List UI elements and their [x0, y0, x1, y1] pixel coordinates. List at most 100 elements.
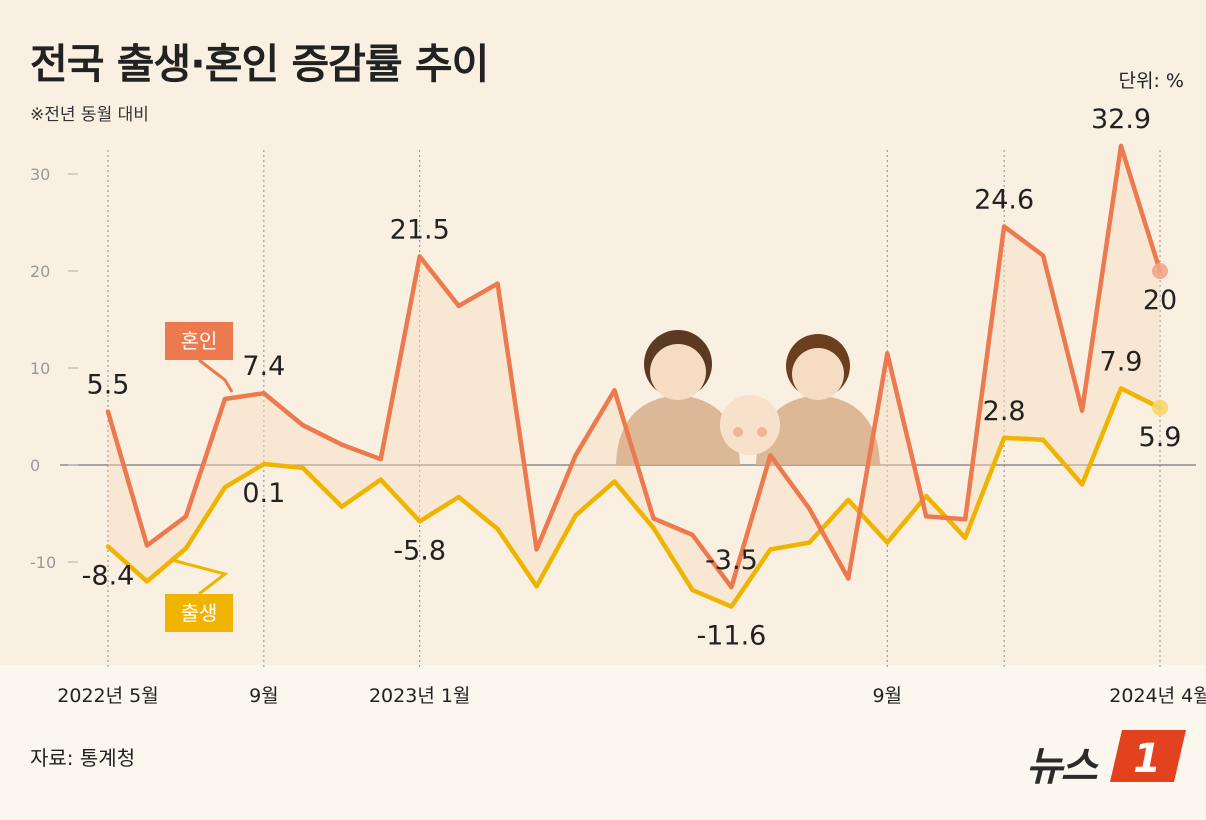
- x-tick-label: 2024년 4월: [1109, 685, 1206, 707]
- birth-point: [768, 547, 772, 551]
- marriage-data-label: 32.9: [1091, 104, 1151, 135]
- marriage-point: [846, 576, 850, 580]
- y-tick-label: 20: [30, 262, 50, 281]
- marriage-point: [729, 585, 733, 589]
- birth-point: [145, 579, 149, 583]
- birth-point: [1041, 438, 1045, 442]
- birth-data-label: 2.8: [983, 396, 1026, 427]
- source-label: 자료: 통계청: [30, 746, 136, 770]
- marriage-point: [807, 507, 811, 511]
- birth-point: [535, 584, 539, 588]
- marriage-point: [885, 351, 889, 355]
- person-body: [756, 395, 880, 465]
- birth-point: [651, 526, 655, 530]
- legend-pointer-line: [198, 358, 234, 393]
- marriage-point: [106, 410, 110, 414]
- birth-point: [574, 513, 578, 517]
- legend-box-marriage: [165, 322, 233, 360]
- birth-point: [379, 478, 383, 482]
- birth-point: [807, 541, 811, 545]
- legend-pointer-line: [171, 558, 229, 596]
- marriage-point: [262, 391, 266, 395]
- marriage-data-label: 20: [1143, 285, 1177, 316]
- marriage-point: [184, 514, 188, 518]
- marriage-point: [1158, 269, 1162, 273]
- area-between-series: [108, 145, 1160, 607]
- birth-data-label: 0.1: [242, 478, 285, 509]
- x-tick-label: 9월: [249, 685, 279, 707]
- x-tick-label: 9월: [872, 685, 902, 707]
- marriage-point: [1119, 144, 1123, 148]
- marriage-point: [1080, 409, 1084, 413]
- marriage-data-label: 24.6: [974, 184, 1034, 215]
- legend-box-birth: [165, 594, 233, 632]
- logo-text: 뉴스: [1026, 744, 1098, 790]
- marriage-point: [145, 544, 149, 548]
- marriage-point: [223, 397, 227, 401]
- birth-point: [1002, 436, 1006, 440]
- marriage-line: [105, 143, 1163, 590]
- birth-point: [613, 479, 617, 483]
- y-tick-label: 10: [30, 359, 50, 378]
- birth-point: [106, 544, 110, 548]
- marriage-point: [1041, 253, 1045, 257]
- birth-point: [1158, 406, 1162, 410]
- birth-point: [1080, 482, 1084, 486]
- marriage-point: [457, 304, 461, 308]
- birth-point: [1119, 386, 1123, 390]
- marriage-point: [613, 388, 617, 392]
- y-tick-label: 30: [30, 165, 50, 184]
- x-tick-label: 2023년 1월: [369, 685, 470, 707]
- marriage-data-label: 21.5: [390, 214, 450, 245]
- marriage-point: [535, 547, 539, 551]
- marriage-point: [496, 282, 500, 286]
- marriage-point: [418, 254, 422, 258]
- birth-point: [846, 498, 850, 502]
- person-face: [650, 344, 706, 400]
- baby-cheek: [733, 427, 743, 437]
- birth-data-label: -5.8: [393, 535, 446, 566]
- footer-band: [0, 665, 1206, 820]
- y-tick-label: 0: [30, 456, 40, 475]
- legend-label-birth: 출생: [181, 601, 218, 625]
- birth-point: [963, 536, 967, 540]
- marriage-point: [651, 516, 655, 520]
- marriage-point: [301, 423, 305, 427]
- y-tick-label: -10: [30, 553, 56, 572]
- baby-face: [720, 395, 780, 455]
- birth-point: [418, 519, 422, 523]
- birth-data-label: -11.6: [696, 621, 766, 652]
- unit-label: 단위: %: [1118, 70, 1184, 92]
- person-body: [616, 395, 740, 465]
- chart-title: 전국 출생·혼인 증감률 추이: [30, 40, 489, 88]
- marriage-point: [924, 514, 928, 518]
- logo-mark-icon: 1: [1110, 730, 1186, 782]
- birth-data-label: 5.9: [1139, 422, 1182, 453]
- news1-logo: 뉴스 1: [1010, 722, 1190, 792]
- birth-data-label: 7.9: [1100, 346, 1143, 377]
- marriage-point: [1002, 224, 1006, 228]
- marriage-data-label: -3.5: [705, 545, 758, 576]
- marriage-data-label: 5.5: [87, 370, 130, 401]
- marriage-point: [690, 533, 694, 537]
- birth-point: [223, 485, 227, 489]
- birth-point: [729, 605, 733, 609]
- birth-point: [262, 462, 266, 466]
- marriage-point: [574, 453, 578, 457]
- x-tick-label: 2022년 5월: [57, 685, 158, 707]
- birth-point: [885, 541, 889, 545]
- birth-point: [340, 505, 344, 509]
- legend-label-marriage: 혼인: [181, 329, 218, 353]
- birth-end-point: [1152, 399, 1168, 416]
- birth-data-label: -8.4: [82, 560, 135, 591]
- baby-cheek: [757, 427, 767, 437]
- birth-point: [496, 527, 500, 531]
- birth-line: [105, 386, 1163, 609]
- birth-point: [184, 546, 188, 550]
- marriage-end-point: [1152, 263, 1168, 279]
- person-face: [792, 348, 844, 400]
- marriage-point: [379, 457, 383, 461]
- chart-subtitle: ※전년 동월 대비: [30, 105, 149, 125]
- birth-point: [457, 495, 461, 499]
